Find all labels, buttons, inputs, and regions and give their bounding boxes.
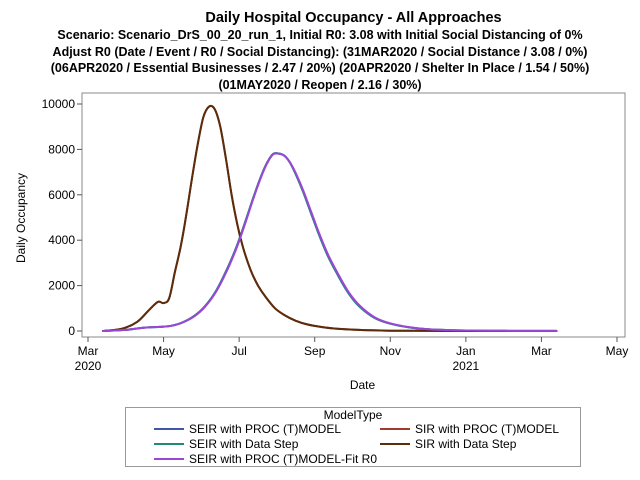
chart-subtitle-line-3: (06APR2020 / Essential Businesses / 2.47… [50, 61, 590, 75]
series-line-seir-with-data-step [102, 152, 558, 332]
x-tick-label: Jan [456, 344, 475, 358]
legend-item-seir-proc-tmodel-fit-r0: SEIR with PROC (T)MODEL-Fit R0 [154, 452, 377, 466]
y-tick-label: 4000 [48, 233, 75, 247]
legend-label: SEIR with Data Step [189, 437, 299, 451]
y-tick-label: 10000 [42, 97, 76, 111]
plot-frame [81, 92, 626, 338]
x-tick-label: May [606, 344, 629, 358]
legend-swatch [154, 458, 184, 460]
x-tick-label: Mar [531, 344, 552, 358]
series-line-sir-with-proc-t-model [102, 104, 558, 332]
chart-subtitle-line-4: (01MAY2020 / Reopen / 2.16 / 30%) [218, 77, 422, 92]
chart-title-block: Daily Hospital Occupancy - All Approache… [0, 9, 640, 93]
x-tick-label: Jul [231, 344, 246, 358]
legend-label: SIR with PROC (T)MODEL [415, 422, 560, 436]
series-line-sir-with-data-step [102, 104, 558, 332]
x-axis-label: Date [350, 378, 376, 392]
legend: ModelType SEIR with PROC (T)MODEL SIR wi… [125, 407, 581, 467]
legend-swatch [154, 443, 184, 445]
y-tick-label: 0 [68, 324, 75, 338]
legend-label: SEIR with PROC (T)MODEL [189, 422, 342, 436]
x-tick-label: Mar [78, 344, 99, 358]
series-line-seir-with-proc-t-model-fit-r0 [102, 152, 558, 332]
legend-swatch [380, 428, 410, 430]
legend-item-seir-data-step: SEIR with Data Step [154, 437, 298, 451]
x-tick-label: Sep [304, 344, 326, 358]
legend-item-seir-proc-tmodel: SEIR with PROC (T)MODEL [154, 422, 341, 436]
legend-item-sir-data-step: SIR with Data Step [380, 437, 516, 451]
legend-label: SEIR with PROC (T)MODEL-Fit R0 [189, 452, 378, 466]
chart-title: Daily Hospital Occupancy - All Approache… [205, 10, 502, 26]
chart-subtitle-line-2: Adjust R0 (Date / Event / R0 / Social Di… [52, 44, 588, 59]
legend-swatch [154, 428, 184, 430]
legend-title: ModelType [323, 408, 383, 422]
y-tick-label: 6000 [48, 188, 75, 202]
series-line-seir-with-proc-t-model [102, 152, 558, 332]
y-tick-label: 8000 [48, 142, 75, 156]
y-tick-label: 2000 [48, 279, 75, 293]
y-axis-label: Daily Occupancy [14, 173, 28, 263]
x-tick-label: Nov [380, 344, 401, 358]
x-tick-year-label: 2021 [453, 359, 480, 373]
legend-item-sir-proc-tmodel: SIR with PROC (T)MODEL [380, 422, 559, 436]
chart-subtitle-line-1: Scenario: Scenario_DrS_00_20_run_1, Init… [57, 28, 583, 42]
legend-swatch [380, 443, 410, 445]
x-tick-label: May [152, 344, 175, 358]
legend-label: SIR with Data Step [415, 437, 517, 451]
x-tick-year-label: 2020 [75, 359, 102, 373]
